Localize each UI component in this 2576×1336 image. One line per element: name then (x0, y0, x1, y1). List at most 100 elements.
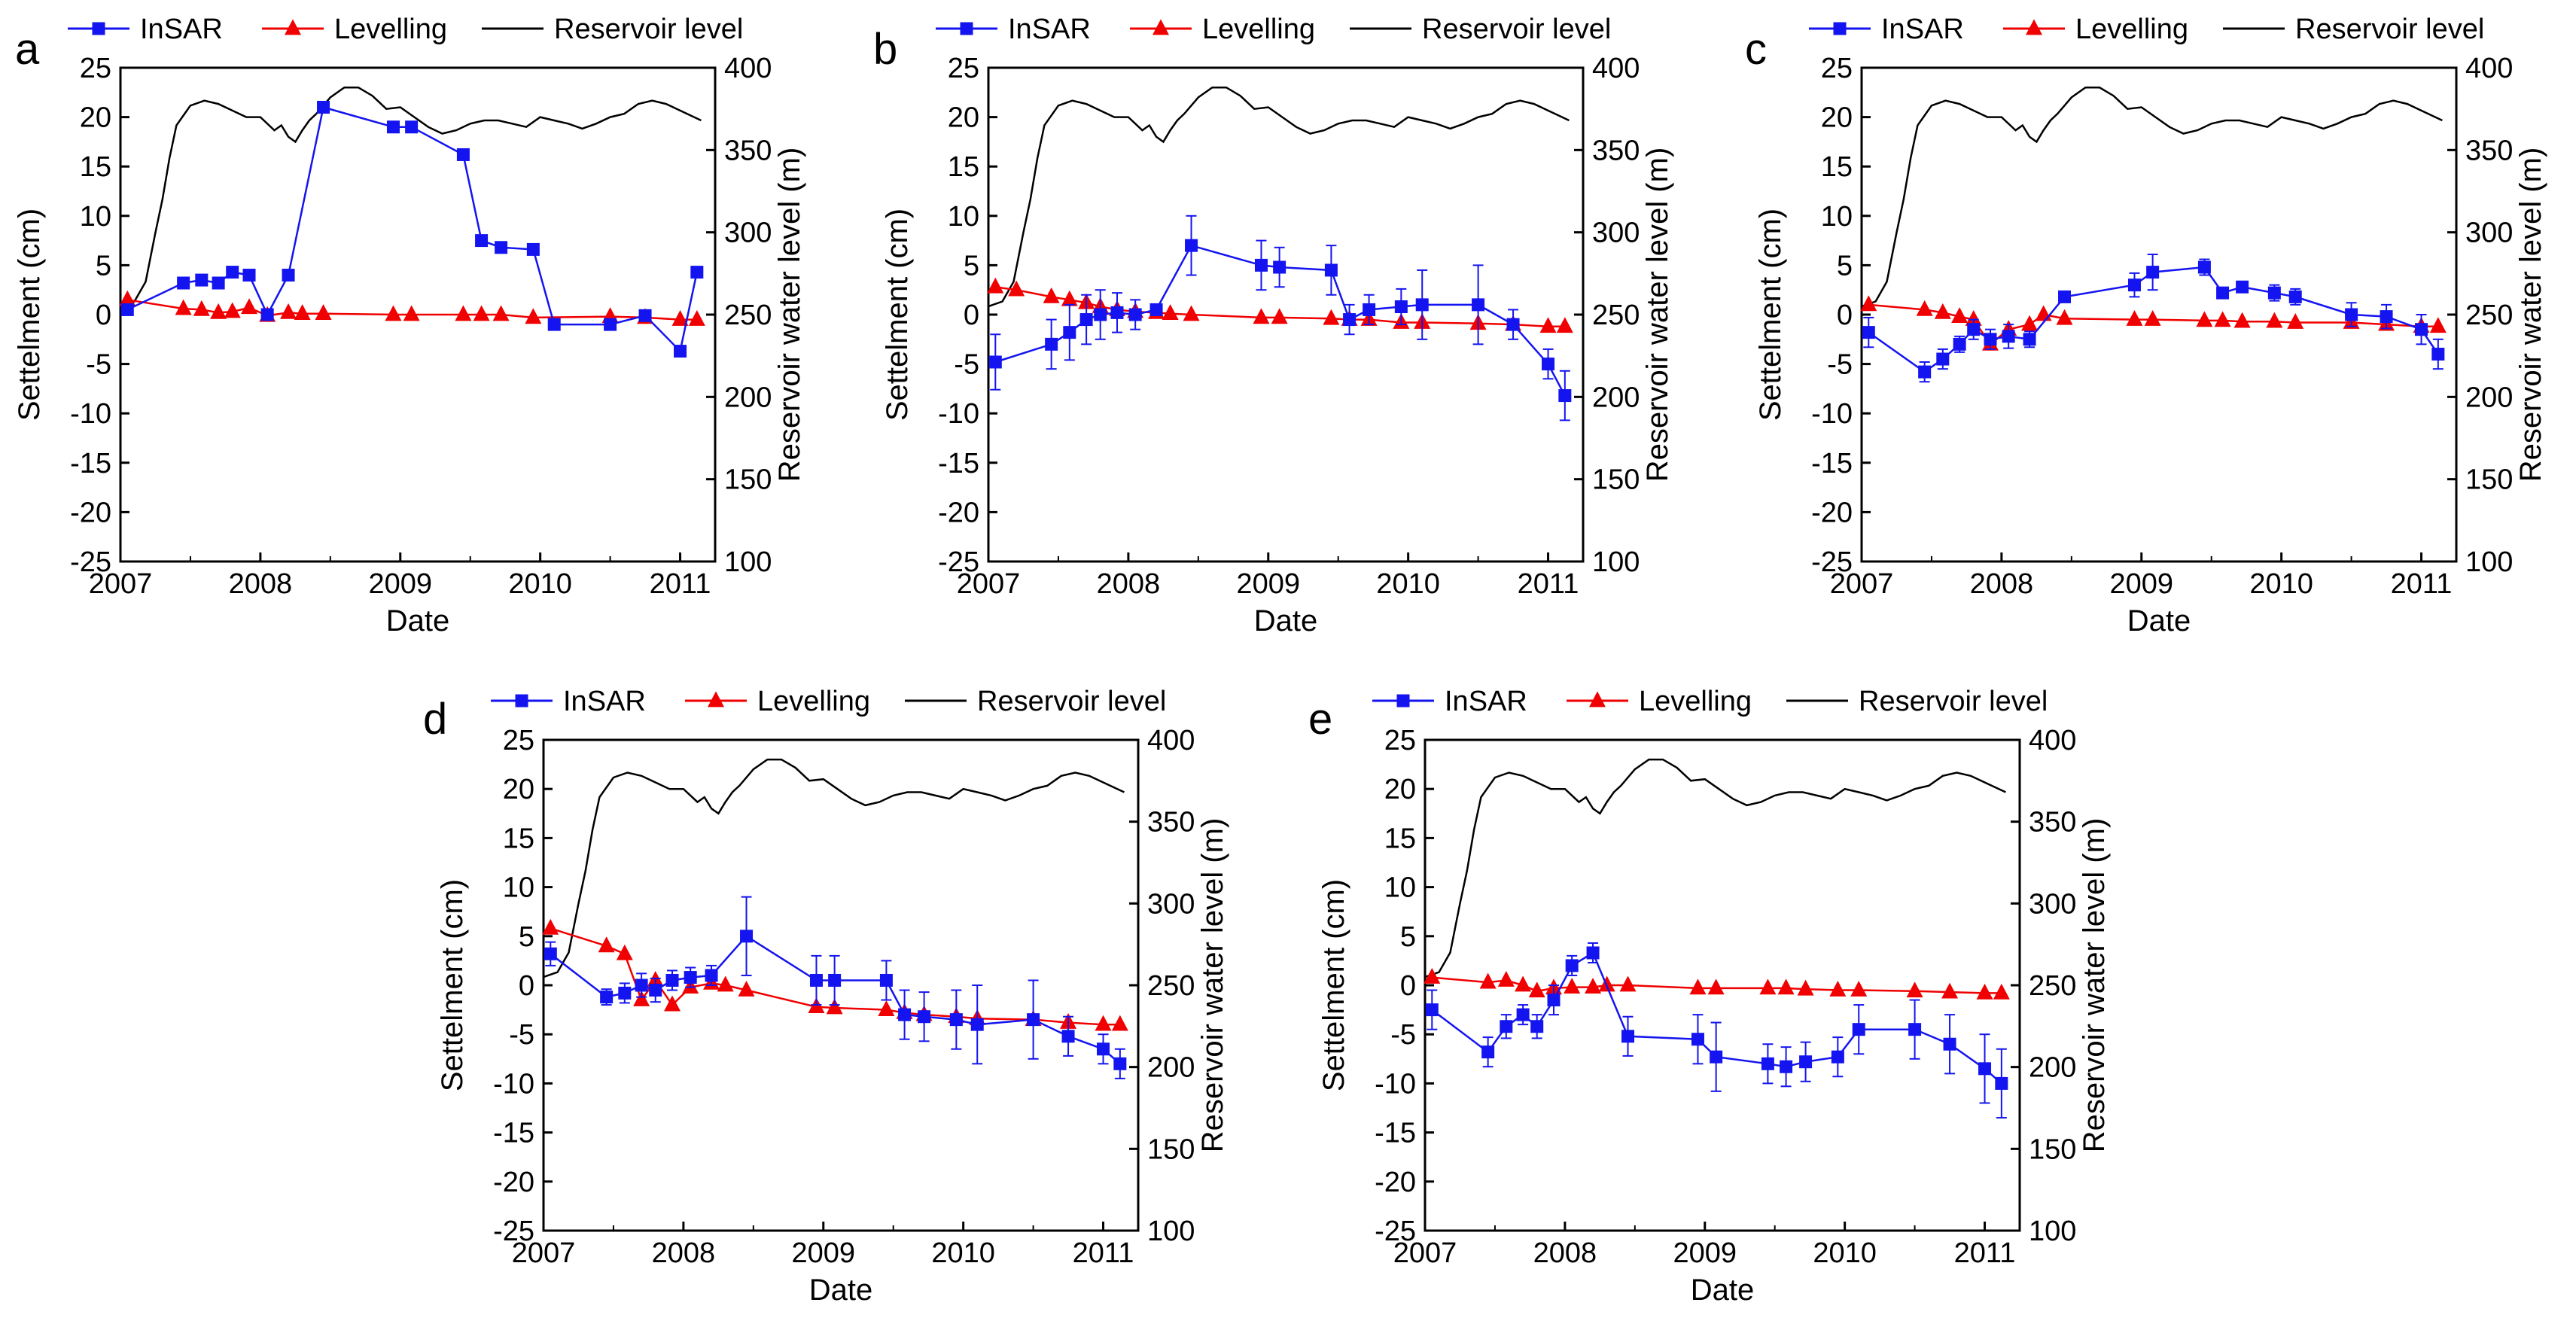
panel-letter: a (15, 25, 40, 74)
y-tick-label: 0 (519, 970, 534, 1002)
y-tick-label: -15 (1375, 1118, 1416, 1149)
levelling-point (1860, 295, 1877, 312)
insar-point (1045, 337, 1058, 351)
levelling-point (315, 304, 332, 321)
insar-point (988, 355, 1002, 369)
y2-axis-title: Reservoir water level (m) (1641, 148, 1674, 482)
insar-point (2058, 290, 2072, 303)
y-tick-label: -15 (493, 1118, 534, 1149)
y-tick-label: 0 (1837, 300, 1853, 331)
x-tick-label: 2010 (931, 1237, 995, 1269)
levelling-point (2126, 310, 2143, 326)
insar-point (2002, 330, 2015, 343)
levelling-point (1598, 975, 1615, 992)
insar-point (1063, 326, 1076, 339)
legend-reservoir-label: Reservoir level (1422, 14, 1611, 45)
series-reservoir-level-line (543, 758, 1125, 978)
insar-point (1113, 1057, 1127, 1070)
insar-point (918, 1010, 931, 1024)
levelling-point (119, 290, 136, 306)
y-tick-label: -25 (938, 546, 979, 578)
y-tick-label: 25 (1821, 53, 1853, 84)
x-tick-label: 2010 (1376, 568, 1440, 600)
y-tick-label: 25 (80, 53, 111, 84)
y2-tick-label: 150 (1147, 1134, 1195, 1165)
legend-levelling-label: Levelling (1202, 14, 1315, 45)
levelling-point (1850, 980, 1868, 997)
panel-letter: b (873, 25, 897, 74)
legend-insar-marker (960, 22, 973, 35)
y-tick-label: 10 (948, 201, 979, 233)
insar-point (1691, 1033, 1704, 1046)
y-tick-label: 5 (519, 921, 534, 953)
levelling-point (2021, 315, 2039, 331)
y2-tick-label: 300 (2465, 218, 2513, 249)
x-tick-label: 2008 (229, 568, 293, 600)
y-axis-title: Settelment (cm) (881, 208, 914, 421)
insar-point (2127, 278, 2141, 292)
chart-panel-a: a -25 -20 -15 -10 -5 0 5 10 15 20 25 100 150 200 250 300… (13, 14, 806, 638)
insar-point (1061, 1030, 1075, 1043)
y2-tick-label: 350 (724, 135, 772, 166)
legend: InSAR Levelling Reservoir level (1809, 14, 2484, 45)
y-tick-label: -5 (1390, 1019, 1416, 1051)
y-tick-label: -15 (938, 448, 979, 479)
insar-point (898, 1008, 912, 1021)
levelling-point (210, 303, 227, 319)
legend-levelling-label: Levelling (334, 14, 447, 45)
y-tick-label: 20 (948, 102, 979, 134)
y-tick-label: 10 (1384, 872, 1416, 904)
insar-point (1128, 308, 1142, 321)
legend-levelling-marker (285, 19, 301, 35)
levelling-point (1043, 287, 1060, 303)
legend-levelling-marker (708, 691, 724, 708)
y2-tick-label: 350 (1592, 135, 1640, 166)
insar-point (2415, 323, 2428, 336)
x-tick-label: 2009 (2109, 568, 2173, 600)
x-axis-title: Date (386, 604, 450, 638)
x-tick-label: 2008 (1970, 568, 2034, 600)
levelling-point (455, 305, 472, 321)
insar-point (2023, 333, 2036, 346)
insar-point (317, 100, 330, 114)
y-tick-label: -25 (1375, 1216, 1416, 1247)
levelling-point (1323, 309, 1340, 325)
series-reservoir-level-line (988, 86, 1570, 308)
legend-insar-label: InSAR (140, 14, 223, 45)
y-axis-title: Settelment (cm) (436, 879, 469, 1091)
insar-point (456, 148, 470, 161)
insar-point (1324, 263, 1338, 277)
y-axis-title: Settelment (cm) (13, 208, 46, 421)
insar-point (2345, 308, 2358, 321)
levelling-point (1539, 317, 1557, 333)
insar-point (120, 303, 134, 316)
y2-tick-label: 300 (1592, 218, 1640, 249)
levelling-point (878, 1000, 895, 1016)
levelling-point (1777, 978, 1795, 995)
levelling-point (1906, 981, 1923, 998)
levelling-point (2429, 317, 2447, 333)
insar-point (2236, 280, 2249, 294)
y-tick-label: -20 (70, 497, 111, 528)
levelling-point (2196, 311, 2213, 327)
y2-tick-label: 200 (1147, 1052, 1195, 1084)
insar-point (1761, 1057, 1774, 1070)
levelling-point (1976, 983, 1993, 1000)
y2-tick-label: 100 (1147, 1216, 1195, 1247)
insar-point (618, 986, 632, 1000)
x-tick-label: 2008 (652, 1237, 716, 1269)
levelling-point (1564, 978, 1581, 994)
levelling-point (1916, 300, 1933, 316)
insar-point (547, 318, 561, 331)
insar-point (526, 242, 540, 256)
insar-point (705, 969, 718, 982)
insar-point (1547, 994, 1561, 1007)
insar-point (226, 266, 239, 279)
legend-insar-label: InSAR (563, 686, 646, 717)
insar-point (1558, 389, 1572, 403)
insar-point (1110, 306, 1124, 319)
y2-tick-label: 100 (2029, 1216, 2076, 1247)
insar-point (665, 973, 679, 987)
y2-tick-label: 150 (1592, 464, 1640, 496)
y-tick-label: -20 (1811, 497, 1853, 528)
